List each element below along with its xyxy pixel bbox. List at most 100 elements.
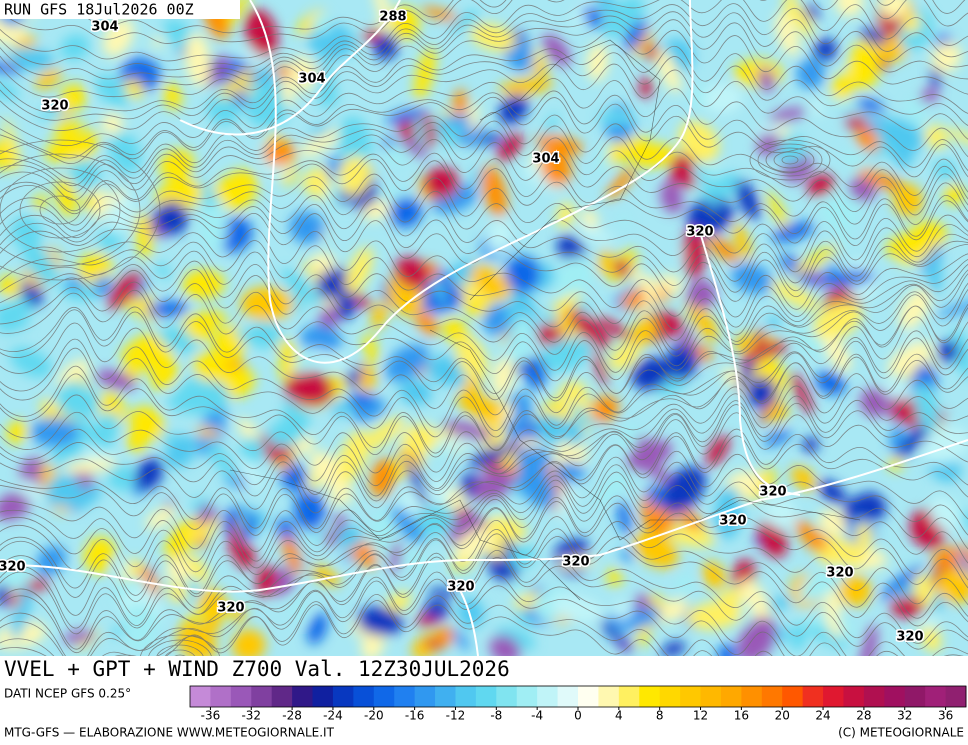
vvel-patch bbox=[185, 33, 211, 88]
vvel-patch bbox=[504, 255, 541, 293]
vvel-patch bbox=[592, 348, 608, 387]
vvel-patch bbox=[63, 459, 118, 474]
vvel-patch bbox=[63, 630, 95, 644]
vvel-patch bbox=[774, 135, 807, 165]
vvel-patch bbox=[298, 520, 336, 541]
vvel-patch bbox=[564, 417, 584, 447]
contour-label: 304 bbox=[298, 72, 325, 87]
vvel-patch bbox=[660, 181, 683, 214]
vvel-patch bbox=[165, 558, 193, 582]
vvel-patch bbox=[661, 641, 686, 656]
vvel-patch bbox=[394, 257, 431, 290]
vvel-patch bbox=[423, 599, 450, 619]
vvel-patch bbox=[606, 568, 622, 587]
vvel-patch bbox=[937, 340, 959, 363]
colorbar-cell bbox=[190, 686, 211, 707]
vvel-patch bbox=[630, 267, 663, 300]
colorbar-cell bbox=[802, 686, 824, 707]
streamline bbox=[156, 644, 204, 656]
vvel-patch bbox=[581, 209, 599, 229]
vvel-patch bbox=[744, 342, 790, 361]
streamline bbox=[0, 395, 968, 497]
vvel-patch bbox=[311, 565, 340, 587]
vvel-patch bbox=[789, 622, 807, 651]
colorbar-cell bbox=[455, 686, 477, 707]
vvel-patch bbox=[798, 565, 844, 602]
contour-labels: 288 304 304 320 304 320 320 320 320 320 320 320 320 3… bbox=[0, 8, 925, 646]
vvel-patch bbox=[815, 539, 867, 566]
vvel-patch bbox=[399, 137, 428, 158]
colorbar-cell bbox=[945, 686, 967, 707]
vvel-patch bbox=[330, 401, 356, 416]
streamline bbox=[39, 195, 81, 225]
colorbar-tick-label: -16 bbox=[405, 709, 425, 723]
streamline bbox=[0, 260, 968, 351]
vvel-patch bbox=[448, 123, 463, 138]
vvel-patch bbox=[880, 564, 923, 601]
colorbar-tick-label: 0 bbox=[574, 709, 582, 723]
vvel-patch bbox=[453, 527, 498, 561]
vvel-patch bbox=[336, 291, 357, 320]
vvel-patch bbox=[576, 226, 615, 244]
vvel-patch bbox=[485, 515, 527, 542]
vvel-patch bbox=[448, 10, 480, 32]
colorbar-cell bbox=[843, 686, 865, 707]
streamline bbox=[0, 52, 968, 126]
streamline bbox=[0, 213, 968, 302]
streamline bbox=[0, 120, 968, 206]
vvel-patch bbox=[683, 225, 706, 279]
vvel-patch bbox=[12, 293, 33, 315]
contour bbox=[249, 0, 694, 364]
streamline bbox=[0, 0, 966, 34]
streamline bbox=[0, 167, 121, 253]
vvel-patch bbox=[0, 62, 23, 74]
streamline bbox=[0, 138, 968, 225]
vvel-patch bbox=[240, 286, 294, 322]
streamline bbox=[0, 3, 968, 71]
contour-label: 320 bbox=[759, 485, 786, 500]
vvel-patch bbox=[878, 118, 925, 152]
vvel-patch bbox=[102, 18, 134, 57]
streamline bbox=[0, 129, 968, 216]
vvel-patch bbox=[232, 629, 266, 656]
vvel-patch bbox=[926, 255, 942, 297]
streamline bbox=[749, 139, 831, 181]
colorbar-cell bbox=[925, 686, 947, 707]
colorbar-cell bbox=[720, 686, 742, 707]
contour-label: 288 bbox=[379, 10, 406, 25]
vvel-patch bbox=[428, 588, 458, 598]
streamline bbox=[781, 155, 799, 165]
vvel-patch bbox=[163, 82, 182, 110]
streamline bbox=[0, 412, 968, 514]
vvel-patch bbox=[390, 506, 424, 543]
vvel-patch bbox=[3, 308, 30, 328]
colorbar-tick-label: -28 bbox=[282, 709, 302, 723]
streamline bbox=[0, 11, 968, 80]
vvel-patch bbox=[824, 587, 844, 638]
title-bar bbox=[0, 656, 968, 684]
vvel-patch bbox=[357, 606, 403, 636]
vvel-patch bbox=[769, 280, 820, 311]
vvel-patch bbox=[833, 230, 852, 247]
vvel-patch bbox=[922, 426, 968, 464]
streamline bbox=[0, 600, 713, 656]
vvel-patch bbox=[934, 158, 956, 182]
vvel-patch bbox=[855, 126, 880, 152]
vvel-patch bbox=[905, 331, 919, 344]
vvel-patch bbox=[540, 146, 572, 187]
streamline bbox=[0, 158, 968, 246]
vvel-patch bbox=[76, 420, 112, 452]
colorbar-tick-label: -12 bbox=[446, 709, 466, 723]
vvel-patch bbox=[0, 491, 32, 521]
map: 288 304 304 320 304 320 320 320 320 320 320 320 320 3… bbox=[0, 0, 968, 656]
colorbar-cell bbox=[251, 686, 273, 707]
vvel-patch bbox=[414, 310, 439, 336]
vvel-patch bbox=[107, 271, 142, 309]
colorbar-tick-label: -36 bbox=[201, 709, 221, 723]
vvel-patch bbox=[707, 236, 739, 263]
vvel-patch bbox=[598, 316, 631, 340]
map-title: VVEL + GPT + WIND Z700 Val. 12Z30JUL2026 bbox=[4, 657, 510, 681]
vvel-patch bbox=[401, 423, 439, 455]
vvel-patch bbox=[4, 117, 21, 172]
